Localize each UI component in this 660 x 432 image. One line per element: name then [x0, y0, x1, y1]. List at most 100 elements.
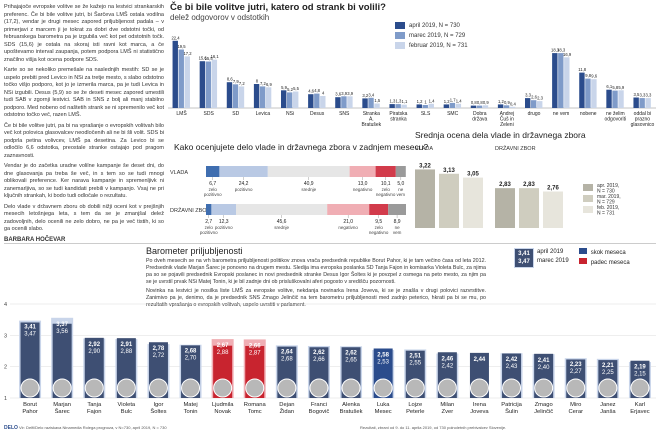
party-bar [320, 96, 326, 108]
party-chart-legend: april 2019, N = 730 marec 2019, N = 729 … [395, 22, 468, 52]
baro-value-april: 3,41 [24, 325, 36, 331]
baro-value-april: 2,21 [602, 363, 614, 369]
party-category-label: ne vem [553, 111, 569, 117]
party-bar-value: 15,6 [199, 56, 208, 61]
party-category-label: LMŠ [176, 110, 187, 117]
party-bar-value: 1,4 [429, 98, 435, 103]
party-category-label: oddal bi prazno glasovnico [631, 111, 655, 128]
baro-value-march: 2,25 [602, 370, 614, 376]
politician-name: Dejan Židan [279, 402, 294, 415]
govt-value-label: 8,9 [394, 219, 401, 225]
legend-item: februar 2019, N = 731 [395, 42, 468, 49]
politician-name: Borut Pahor [22, 402, 38, 415]
party-bar [368, 97, 374, 108]
footer-source: Vir: Delfi/Delo raziskava Ninamedia Role… [19, 425, 167, 430]
govt-segment [395, 166, 406, 177]
party-bar [443, 104, 450, 108]
baro-value-march: 2,42 [442, 363, 454, 369]
party-bar [455, 103, 462, 108]
legend-down-label: padec meseca [590, 260, 630, 266]
govt-category-label: zelo negativno [376, 187, 396, 197]
party-category-label: Andrej Čuš in Zeleni [500, 111, 515, 128]
party-bar-value: 1,4 [456, 98, 462, 103]
party-bar-value: 1,7 [450, 97, 456, 102]
baro-value-april: 2,44 [474, 357, 486, 363]
politician-avatar [181, 378, 201, 398]
party-bar-value: 3,6 [335, 92, 341, 97]
avg-group-label: VLADA [415, 146, 433, 152]
avg-chart-title: Srednja ocena dela vlade in državnega zb… [415, 130, 586, 140]
avg-bar-value: 2,76 [547, 186, 559, 192]
politician-avatar [213, 378, 233, 398]
party-bar [374, 103, 380, 108]
party-bar-value: 3,3 [646, 93, 652, 98]
party-bar [449, 102, 456, 108]
avg-rating-chart: VLADA 3,22 3,13 3,05 DRŽAVNI ZBOR 2,83 2,83 2,7… [415, 144, 621, 228]
party-bar-value: 4 [322, 91, 325, 96]
baro-bar-april [20, 322, 40, 398]
politician-name: Ljudmila Novak [212, 402, 234, 415]
baro-value-april: 2,67 [217, 343, 229, 349]
baro-y-tick: 4 [4, 302, 7, 308]
politician-name: Matej Tonin [183, 402, 197, 415]
party-bar-value: 22,4 [171, 35, 180, 40]
article-column: Prihajajoče evropske volitve se že kažej… [4, 4, 164, 244]
avg-bar-value: 3,05 [467, 172, 479, 178]
party-bar [476, 105, 483, 108]
baro-value-april: 2,66 [249, 343, 261, 349]
govt-value-label: 21,0 [343, 219, 353, 225]
party-bar [428, 103, 434, 108]
party-bar-value: 6,9 [266, 82, 272, 87]
politician-avatar [309, 378, 329, 398]
legend-swatch [395, 32, 405, 39]
party-bar [293, 91, 299, 108]
party-bar [389, 104, 395, 108]
avg-bar [463, 177, 483, 228]
party-bar-value: 3,2 [362, 93, 368, 98]
govt-segment [369, 204, 389, 215]
avg-legend-swatch [583, 195, 593, 202]
avg-bar-value: 2,83 [499, 182, 511, 188]
down-swatch [578, 258, 587, 264]
barometer-text: Po dveh mesecih se na vrh barometra pril… [146, 258, 486, 309]
party-bar [238, 86, 245, 108]
baro-value-march: 2,55 [409, 360, 421, 366]
party-category-label: Piratska stranka [389, 111, 407, 123]
party-bar-value: 0,8 [477, 100, 483, 105]
party-bar [585, 78, 591, 108]
party-category-label: drugo [528, 111, 541, 117]
party-bar-value: 5,8 [612, 85, 618, 90]
politician-name: Zmago Jelinčič [534, 402, 553, 415]
party-bar-value: 15,5 [205, 56, 214, 61]
politician-name: Lojze Peterle [406, 402, 424, 415]
baro-value-april: 2,78 [153, 346, 165, 352]
govt-value-label: 9,5 [375, 219, 382, 225]
legend-sample-bottom: 3,47 [518, 259, 530, 265]
party-bar [232, 84, 239, 108]
politician-name: Karl Erjavec [630, 402, 649, 415]
party-bar [591, 79, 597, 108]
barometer-legend: 3,41 3,47 april 2019 marec 2019 skok mes… [514, 248, 630, 268]
politician-name: Romana Tomc [244, 402, 267, 415]
baro-value-april: 2,19 [634, 365, 646, 371]
party-bar [401, 104, 407, 108]
party-bar [335, 97, 341, 108]
party-bar [287, 92, 293, 108]
party-bar [314, 93, 320, 108]
section-divider [4, 243, 656, 244]
politician-name: Violeta Bulc [118, 402, 136, 415]
govt-value-label: 40,9 [304, 181, 314, 187]
party-bar-value: 8,6 [227, 77, 233, 82]
govt-category-label: zelo pozitivno [204, 187, 222, 197]
govt-value-label: 45,6 [277, 219, 287, 225]
party-category-label: SNS [339, 111, 350, 117]
govt-category-label: pozitivno [215, 225, 233, 230]
avg-bar [519, 188, 539, 228]
article-paragraph: Karte so se nekoliko premešale na nasled… [4, 67, 164, 118]
party-bar-value: 0,9 [504, 100, 510, 105]
party-bar [509, 106, 516, 108]
article-paragraph: Delo vlade v državnem zboru ob dobili ni… [4, 203, 164, 233]
baro-value-april: 2,42 [506, 357, 518, 363]
govt-value-label: 2,7 [205, 219, 212, 225]
party-bar [558, 53, 564, 108]
